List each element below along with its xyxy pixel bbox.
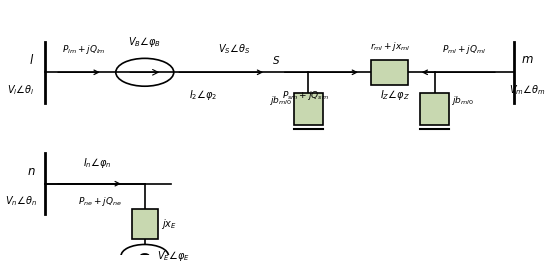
Text: $jb_{ml0}$: $jb_{ml0}$ (451, 94, 474, 107)
Text: $V_S\angle\theta_S$: $V_S\angle\theta_S$ (218, 43, 251, 56)
FancyBboxPatch shape (420, 93, 449, 125)
Text: $l$: $l$ (29, 53, 34, 67)
Text: $V_B\angle\varphi_B$: $V_B\angle\varphi_B$ (128, 35, 161, 49)
Text: $P_{lm}+jQ_{lm}$: $P_{lm}+jQ_{lm}$ (62, 43, 106, 56)
Text: $jx_E$: $jx_E$ (161, 217, 176, 231)
Text: $n$: $n$ (27, 164, 36, 177)
Text: $r_{ml}+jx_{ml}$: $r_{ml}+jx_{ml}$ (370, 40, 410, 54)
FancyBboxPatch shape (294, 93, 323, 125)
Text: $P_{ne}+jQ_{ne}$: $P_{ne}+jQ_{ne}$ (78, 195, 122, 208)
Text: $I_n\angle\varphi_n$: $I_n\angle\varphi_n$ (83, 157, 112, 171)
Text: $m$: $m$ (521, 53, 533, 66)
FancyBboxPatch shape (132, 209, 158, 239)
Text: $I_Z\angle\varphi_Z$: $I_Z\angle\varphi_Z$ (380, 88, 410, 102)
Text: $P_{sm}+jQ_{sm}$: $P_{sm}+jQ_{sm}$ (282, 89, 329, 102)
Text: $P_{ml}+jQ_{ml}$: $P_{ml}+jQ_{ml}$ (441, 43, 486, 56)
Text: $V_m\angle\theta_m$: $V_m\angle\theta_m$ (509, 83, 545, 97)
Text: $S$: $S$ (272, 54, 281, 66)
Text: $jb_{ml0}$: $jb_{ml0}$ (269, 94, 292, 107)
FancyBboxPatch shape (371, 60, 408, 85)
Text: $V_l\angle\theta_l$: $V_l\angle\theta_l$ (7, 83, 34, 97)
Text: $V_E\angle\varphi_E$: $V_E\angle\varphi_E$ (158, 249, 190, 263)
Text: $I_2\angle\varphi_2$: $I_2\angle\varphi_2$ (189, 88, 217, 102)
Text: $V_n\angle\theta_n$: $V_n\angle\theta_n$ (5, 195, 37, 208)
Circle shape (141, 254, 149, 258)
